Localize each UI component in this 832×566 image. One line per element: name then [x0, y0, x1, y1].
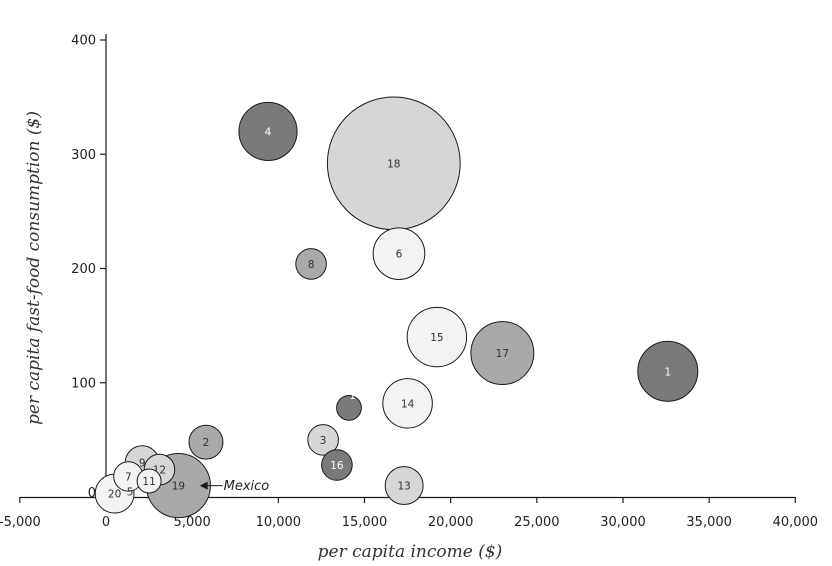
bubble-circle [307, 424, 339, 456]
annotation: Mexico [199, 479, 270, 494]
bubble-label: 17 [496, 348, 509, 360]
bubble-label: 2 [203, 437, 210, 449]
bubble-18: 18 [326, 96, 461, 231]
x-tick-label: 10,000 [256, 515, 302, 530]
x-tick-label: 20,000 [428, 515, 474, 530]
bubble-2: 2 [188, 424, 224, 460]
bubble-circle [384, 466, 424, 506]
bubble-circle [372, 227, 426, 280]
bubble-5: 5 [127, 486, 134, 498]
bubble-circle [238, 101, 298, 161]
bubble-11: 11 [136, 468, 162, 494]
y-ticks: 100 200 300 400 [71, 34, 106, 391]
x-tick-label: -5,000 [0, 515, 41, 530]
axes: -5,000 0 5,000 10,000 15,000 20,000 25,000 30,0… [0, 34, 818, 531]
bubble-label: 5 [127, 486, 134, 498]
x-ticks: -5,000 0 5,000 10,000 15,000 20,000 25,000 30,0… [0, 497, 818, 530]
bubble-label: 15 [430, 332, 443, 344]
bubble-label: 14 [401, 398, 415, 410]
bubble-16: 16 [321, 449, 353, 481]
bubble-circle [637, 340, 699, 402]
y-tick-label: 200 [71, 262, 96, 277]
x-tick-label: 35,000 [686, 515, 732, 530]
x-tick-label: 0 [102, 515, 110, 530]
bubble-circle [382, 378, 433, 429]
y-tick-label: 300 [71, 148, 96, 163]
x-tick-label: 15,000 [342, 515, 388, 530]
bubble-6: 6 [372, 227, 426, 280]
bubble-circle [470, 321, 535, 386]
bubble-circle [295, 248, 327, 280]
x-tick-label: 25,000 [514, 515, 560, 530]
bubble-4: 4 [238, 101, 298, 161]
x-tick-label: 40,000 [773, 515, 819, 530]
bubble-15: 15 [406, 306, 468, 368]
bubble-label: 20 [108, 489, 121, 501]
y-tick-label-zero: 0 [88, 486, 96, 501]
x-tick-label: 5,000 [174, 515, 211, 530]
annotation-arrow-head [199, 481, 208, 490]
bubble-label: 11 [142, 476, 155, 488]
y-axis-title: per capita fast-food consumption ($) [24, 111, 44, 425]
bubble-label: 4 [265, 126, 272, 138]
bubble-14: 14 [382, 378, 433, 429]
bubble-label: 6 [396, 249, 403, 261]
x-tick-label: 30,000 [600, 515, 646, 530]
bubble-circle [321, 449, 353, 481]
bubble-1: 1 [637, 340, 699, 402]
bubble-13: 13 [384, 466, 424, 506]
bubble-label: 18 [387, 158, 400, 170]
bubble-label: 19 [172, 481, 185, 493]
bubble-8: 8 [295, 248, 327, 280]
x-axis-title: per capita income ($) [318, 542, 503, 562]
bubble-label: 3 [320, 435, 327, 447]
bubble-label: 13 [397, 481, 410, 493]
bubble-circle [188, 424, 224, 460]
bubble-label: 8 [308, 259, 315, 271]
bubble-circle [406, 306, 468, 368]
bubble-3: 3 [307, 424, 339, 456]
bubble-label: 1 [664, 366, 671, 378]
bubble-label: 7 [125, 471, 132, 483]
bubble-label: 9 [139, 458, 146, 470]
bubble-circle [336, 395, 362, 421]
y-tick-label: 400 [71, 34, 96, 49]
bubble-circle [136, 468, 162, 494]
annotation-mexico: Mexico [224, 479, 270, 494]
bubble-label: 16 [330, 460, 344, 472]
bubble-17: 17 [470, 321, 535, 386]
bubble-10: 10 [336, 390, 363, 421]
y-tick-label: 100 [71, 376, 96, 391]
bubble-label: 10 [349, 390, 362, 402]
